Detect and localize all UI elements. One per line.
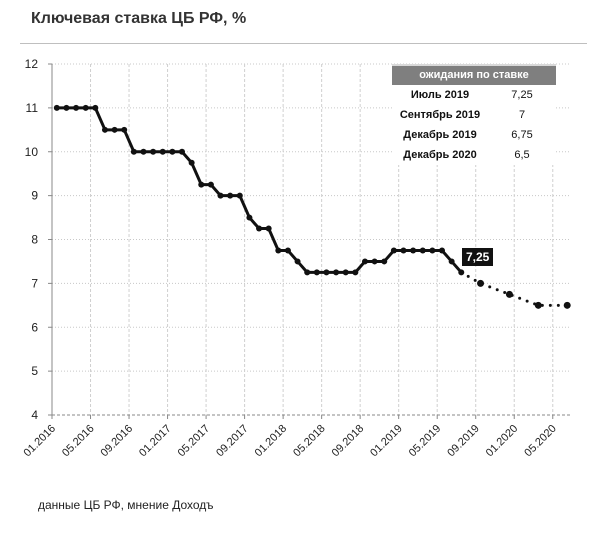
- data-point: [294, 258, 301, 265]
- data-point: [361, 258, 368, 265]
- data-point: [246, 214, 253, 221]
- expectations-table: ожидания по ставке Июль 2019 7,25 Сентябр…: [392, 64, 556, 165]
- y-tick-label: 9: [31, 189, 38, 203]
- data-point: [121, 126, 128, 133]
- forecast-line: [459, 270, 569, 307]
- y-tick-label: 11: [26, 101, 39, 115]
- data-point: [381, 258, 388, 265]
- forecast-point: [477, 279, 485, 287]
- data-point: [419, 247, 426, 254]
- x-tick-label: 09.2019: [445, 423, 482, 460]
- period: Июль 2019: [410, 89, 470, 101]
- y-tick-label: 12: [25, 57, 39, 71]
- data-point: [150, 148, 157, 155]
- value: 7: [518, 109, 526, 121]
- x-tick-label: 01.2019: [368, 423, 405, 460]
- x-tick-label: 05.2020: [522, 423, 559, 460]
- data-point: [63, 104, 70, 111]
- data-point: [304, 269, 311, 276]
- data-point: [284, 247, 291, 254]
- data-point: [448, 258, 455, 265]
- y-tick-label: 8: [31, 233, 38, 247]
- period: Декабрь 2020: [403, 149, 477, 161]
- data-point: [313, 269, 320, 276]
- data-point: [207, 181, 214, 188]
- data-point: [169, 148, 176, 155]
- data-point: [198, 181, 205, 188]
- data-point: [400, 247, 407, 254]
- x-tick-label: 05.2016: [60, 423, 97, 460]
- data-point: [179, 148, 186, 155]
- data-point: [323, 269, 330, 276]
- data-point: [275, 247, 282, 254]
- x-tick-label: 05.2018: [291, 423, 328, 460]
- data-point: [130, 148, 137, 155]
- x-tick-label: 01.2017: [137, 423, 174, 460]
- data-point: [410, 247, 417, 254]
- data-point: [53, 104, 60, 111]
- data-point: [256, 225, 263, 232]
- data-point: [101, 126, 108, 133]
- x-tick-label: 05.2019: [407, 423, 444, 460]
- data-point: [333, 269, 340, 276]
- x-tick-label: 01.2016: [22, 423, 59, 460]
- x-tick-label: 09.2016: [99, 423, 136, 460]
- table-row: Сентябрь 2019 7: [392, 105, 556, 125]
- x-tick-label: 09.2017: [214, 423, 251, 460]
- chart-title: Ключевая ставка ЦБ РФ, %: [31, 10, 247, 27]
- value: 6,5: [514, 149, 530, 161]
- forecast-point: [505, 290, 513, 298]
- period: Сентябрь 2019: [399, 109, 481, 121]
- data-point: [159, 148, 166, 155]
- data-point: [73, 104, 80, 111]
- x-tick-label: 05.2017: [176, 423, 213, 460]
- x-tick-label: 09.2018: [330, 423, 367, 460]
- y-tick-label: 4: [31, 408, 38, 422]
- current-rate-label: 7,25: [462, 248, 494, 266]
- y-tick-label: 7: [31, 276, 38, 290]
- table-row: Июль 2019 7,25: [392, 85, 556, 105]
- data-point: [217, 192, 224, 199]
- data-point: [82, 104, 89, 111]
- data-point: [265, 225, 272, 232]
- data-point: [352, 269, 359, 276]
- x-tick-label: 01.2020: [484, 423, 521, 460]
- data-point: [188, 159, 195, 166]
- period: Декабрь 2019: [403, 129, 477, 141]
- data-point: [458, 269, 465, 276]
- data-point: [371, 258, 378, 265]
- expectations-table-header: ожидания по ставке: [392, 64, 556, 85]
- data-point: [429, 247, 436, 254]
- value: 7,25: [511, 89, 533, 101]
- forecast-point: [534, 301, 542, 309]
- y-tick-label: 5: [31, 364, 38, 378]
- data-point: [439, 247, 446, 254]
- data-point: [342, 269, 349, 276]
- source-note: данные ЦБ РФ, мнение Доходъ: [38, 498, 214, 512]
- table-row: Декабрь 2019 6,75: [392, 125, 556, 145]
- x-tick-label: 01.2018: [253, 423, 290, 460]
- data-point: [92, 104, 99, 111]
- y-tick-label: 10: [25, 145, 39, 159]
- data-point: [140, 148, 147, 155]
- y-tick-label: 6: [31, 320, 38, 334]
- forecast-point: [563, 301, 571, 309]
- table-row: Декабрь 2020 6,5: [392, 145, 556, 165]
- title-divider: [20, 43, 587, 44]
- data-point: [236, 192, 243, 199]
- value: 6,75: [511, 129, 533, 141]
- data-point: [111, 126, 118, 133]
- data-point: [227, 192, 234, 199]
- data-point: [390, 247, 397, 254]
